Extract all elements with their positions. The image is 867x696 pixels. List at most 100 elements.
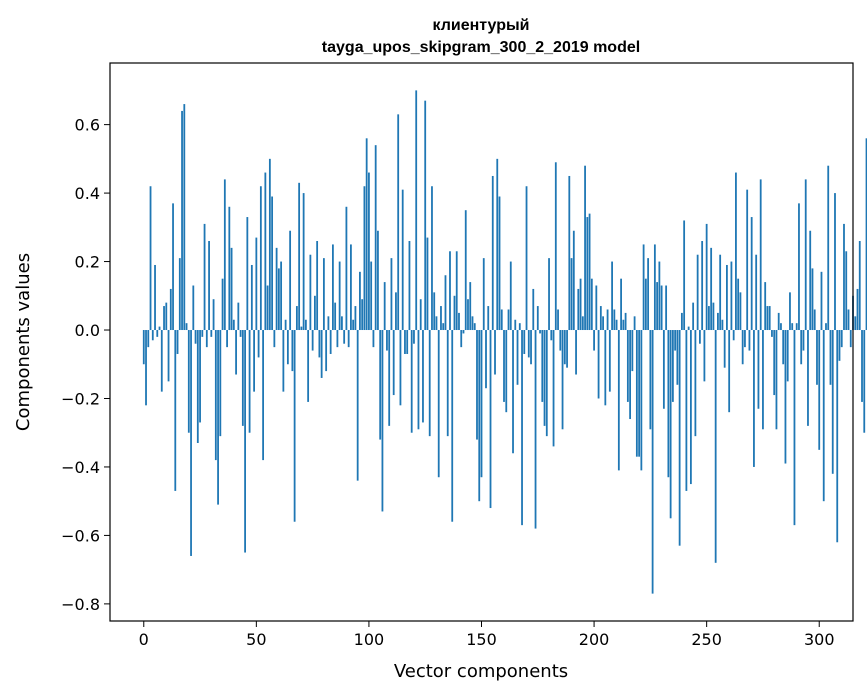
bar-104 (377, 230, 379, 331)
bar-248 (701, 241, 704, 331)
bar-129 (433, 292, 436, 331)
bar-202 (597, 330, 600, 399)
bar-223 (644, 278, 647, 331)
bar-215 (626, 330, 629, 402)
bar-183 (554, 162, 557, 331)
plot-area-frame (109, 62, 854, 622)
bar-2 (147, 330, 150, 348)
bar-251 (708, 306, 710, 331)
bar-292 (800, 330, 803, 365)
bar-278 (768, 306, 771, 331)
y-tick-label: −0.2 (61, 389, 100, 408)
bar-314 (849, 330, 852, 348)
bar-198 (588, 213, 591, 331)
bar-214 (624, 312, 627, 331)
bar-241 (685, 330, 688, 491)
bar-59 (275, 247, 278, 331)
bar-144 (467, 299, 469, 331)
bar-301 (820, 271, 823, 331)
bar-300 (818, 330, 821, 450)
bar-277 (766, 306, 769, 331)
bar-9 (163, 306, 165, 331)
bar-197 (586, 217, 589, 331)
bar-303 (825, 323, 827, 331)
bar-10 (165, 302, 168, 331)
bar-272 (755, 254, 758, 331)
bar-243 (689, 330, 692, 485)
bar-317 (856, 288, 859, 331)
bar-206 (606, 309, 609, 331)
bar-121 (415, 90, 418, 331)
bar-240 (683, 220, 686, 331)
bar-95 (356, 330, 359, 481)
bar-296 (809, 230, 812, 331)
bar-130 (435, 316, 438, 331)
bar-179 (545, 330, 548, 437)
x-tick-label: 0 (139, 630, 149, 649)
bar-92 (350, 244, 352, 331)
bar-193 (577, 288, 580, 331)
bar-210 (615, 319, 618, 331)
bar-224 (647, 258, 650, 331)
bar-163 (509, 261, 512, 331)
bar-291 (798, 203, 800, 331)
bar-79 (320, 330, 323, 378)
bar-259 (726, 264, 728, 331)
bar-319 (861, 330, 863, 402)
bar-213 (622, 319, 625, 331)
bar-75 (311, 330, 314, 351)
bar-31 (212, 299, 215, 331)
bar-200 (593, 330, 595, 351)
bar-279 (771, 330, 773, 337)
bar-162 (507, 309, 510, 331)
bar-45 (244, 330, 246, 553)
bar-49 (253, 330, 255, 392)
bar-115 (401, 189, 404, 331)
bar-119 (410, 330, 413, 433)
bar-275 (762, 330, 764, 430)
bar-164 (512, 330, 514, 454)
bar-188 (566, 330, 568, 368)
bar-29 (208, 241, 210, 331)
bar-169 (523, 330, 526, 354)
bar-302 (822, 330, 825, 502)
bar-81 (325, 330, 328, 372)
bar-219 (635, 330, 638, 457)
bar-139 (455, 251, 458, 331)
x-axis-label: Vector components (394, 661, 568, 682)
bar-180 (548, 258, 550, 331)
bar-262 (732, 330, 735, 341)
bar-25 (199, 330, 201, 423)
bar-191 (572, 230, 575, 331)
bar-161 (505, 330, 508, 413)
bar-87 (338, 261, 341, 331)
bar-35 (221, 278, 224, 331)
bar-4 (151, 330, 154, 341)
bar-118 (408, 241, 411, 331)
bar-68 (295, 306, 298, 331)
bar-273 (757, 330, 760, 409)
bar-97 (361, 299, 364, 331)
bar-157 (496, 158, 499, 331)
bar-110 (390, 258, 393, 331)
bar-23 (194, 330, 197, 344)
bar-44 (241, 330, 244, 426)
bar-247 (699, 330, 701, 344)
bar-32 (214, 330, 217, 461)
bar-234 (669, 330, 672, 519)
bar-85 (334, 302, 337, 331)
y-tick-label: 0.4 (75, 184, 100, 203)
bar-105 (379, 330, 382, 440)
x-tick-label: 50 (246, 630, 266, 649)
bar-86 (336, 330, 339, 348)
bar-11 (167, 330, 170, 382)
bar-165 (514, 319, 517, 331)
bar-196 (584, 165, 586, 331)
bar-77 (316, 241, 319, 331)
bar-67 (293, 330, 296, 522)
bar-194 (579, 278, 582, 331)
bar-207 (608, 330, 611, 392)
y-tick-label: −0.6 (61, 526, 100, 545)
bar-26 (201, 330, 204, 337)
bar-309 (838, 330, 841, 361)
